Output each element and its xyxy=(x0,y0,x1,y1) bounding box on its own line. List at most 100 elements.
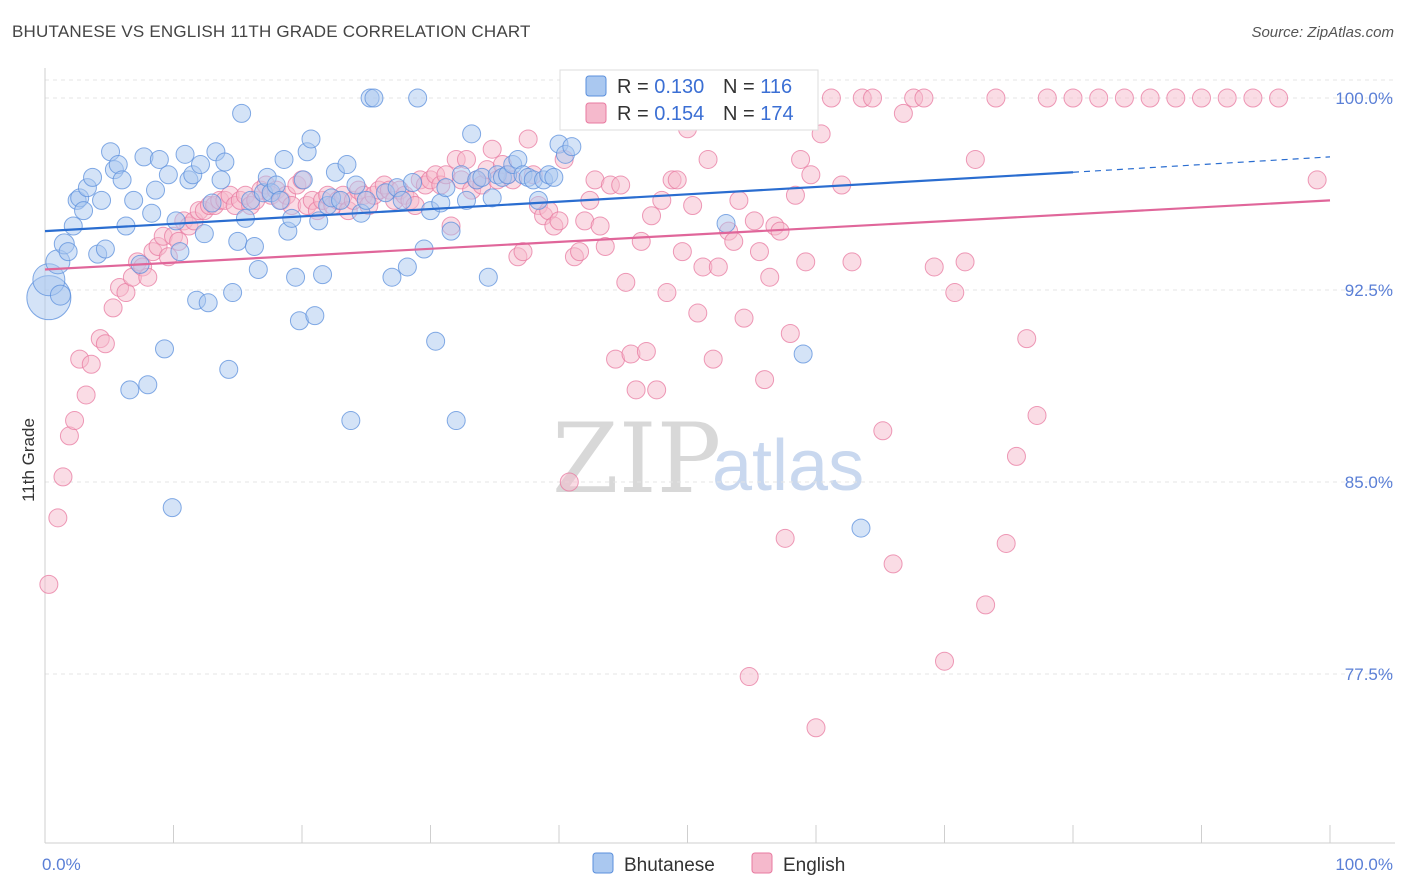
english-point xyxy=(1017,329,1037,349)
english-point xyxy=(976,595,996,615)
bhutanese-point xyxy=(274,149,294,169)
trend-line-bhutanese-extension xyxy=(1072,156,1331,173)
bhutanese-point xyxy=(446,411,466,431)
bhutanese-point xyxy=(175,144,195,164)
english-point xyxy=(785,185,805,205)
bhutanese-point xyxy=(793,344,813,364)
legend-swatch-bhutanese xyxy=(585,75,607,97)
bhutanese-point xyxy=(462,124,482,144)
grid xyxy=(45,79,1395,675)
bhutanese-point xyxy=(426,331,446,351)
bhutanese-point xyxy=(198,293,218,313)
bhutanese-point xyxy=(63,216,83,236)
bottom-legend-label-english: English xyxy=(783,855,845,876)
bhutanese-point xyxy=(112,170,132,190)
english-point xyxy=(626,380,646,400)
english-point xyxy=(791,149,811,169)
english-point xyxy=(1307,170,1327,190)
english-point xyxy=(996,533,1016,553)
bhutanese-point xyxy=(74,201,94,221)
english-point xyxy=(1166,88,1186,108)
english-point xyxy=(739,667,759,687)
bhutanese-point xyxy=(364,88,384,108)
bhutanese-point xyxy=(305,306,325,326)
english-point xyxy=(744,211,764,231)
english-point xyxy=(1114,88,1134,108)
english-point xyxy=(893,103,913,123)
english-point xyxy=(76,385,96,405)
legend-r-label: R = xyxy=(617,103,654,125)
english-point xyxy=(1037,88,1057,108)
bhutanese-point xyxy=(397,257,417,277)
english-point xyxy=(570,242,590,262)
legend-n-value: 116 xyxy=(760,76,792,98)
english-point xyxy=(873,421,893,441)
english-point xyxy=(863,88,883,108)
bhutanese-point xyxy=(248,260,268,280)
english-point xyxy=(616,272,636,292)
legend-row-english: R = 0.154 N = 174 xyxy=(617,103,794,125)
bottom-legend-swatch-english xyxy=(751,852,773,874)
bhutanese-point xyxy=(49,284,71,306)
legend-r-value: 0.130 xyxy=(654,76,704,98)
bhutanese-point xyxy=(331,190,351,210)
y-tick-labels: 100.0% 92.5% 85.0% 77.5% xyxy=(1335,89,1393,684)
english-point xyxy=(965,149,985,169)
y-tick-label: 85.0% xyxy=(1345,473,1393,492)
english-point xyxy=(611,175,631,195)
bhutanese-point xyxy=(301,129,321,149)
bhutanese-point xyxy=(95,239,115,259)
english-point xyxy=(595,236,615,256)
bhutanese-point xyxy=(158,165,178,185)
bhutanese-point xyxy=(403,172,423,192)
english-point xyxy=(749,242,769,262)
bhutanese-point xyxy=(155,339,175,359)
english-point xyxy=(482,139,502,159)
bhutanese-point xyxy=(170,242,190,262)
bhutanese-point xyxy=(219,359,239,379)
english-point xyxy=(1192,88,1211,108)
english-point xyxy=(636,341,656,361)
chart-title: BHUTANESE VS ENGLISH 11TH GRADE CORRELAT… xyxy=(12,22,531,41)
bhutanese-point xyxy=(562,137,582,157)
bhutanese-point xyxy=(382,267,402,287)
legend-n-label: N = xyxy=(723,76,760,98)
bhutanese-point xyxy=(232,103,252,123)
x-tick-labels: 0.0% 100.0% xyxy=(42,855,1393,874)
english-point xyxy=(842,252,862,272)
bhutanese-point xyxy=(58,242,78,262)
bhutanese-point xyxy=(223,283,243,303)
english-point xyxy=(924,257,944,277)
points xyxy=(26,88,1327,738)
legend-n-label: N = xyxy=(723,103,760,125)
legend-r-label: R = xyxy=(617,76,654,98)
english-point xyxy=(775,528,795,548)
english-point xyxy=(801,165,821,185)
english-point xyxy=(65,411,85,431)
english-point xyxy=(914,88,934,108)
english-point xyxy=(631,231,651,251)
english-point xyxy=(518,129,538,149)
english-point xyxy=(1217,88,1237,108)
english-point xyxy=(698,149,718,169)
bhutanese-point xyxy=(228,231,248,251)
english-point xyxy=(590,216,610,236)
bhutanese-point xyxy=(482,188,502,208)
bhutanese-point xyxy=(392,190,412,210)
watermark-atlas: atlas xyxy=(712,426,864,506)
bhutanese-point xyxy=(215,152,235,172)
bhutanese-point xyxy=(92,190,112,210)
trend-lines xyxy=(44,156,1331,271)
bhutanese-point xyxy=(337,155,357,175)
english-point xyxy=(53,467,73,487)
english-point xyxy=(760,267,780,287)
watermark: ZIP atlas xyxy=(552,403,864,515)
bhutanese-point xyxy=(120,380,140,400)
bhutanese-point xyxy=(146,180,166,200)
bhutanese-point xyxy=(544,167,564,187)
english-point xyxy=(955,252,975,272)
bottom-legend-swatch-bhutanese xyxy=(592,852,614,874)
english-point xyxy=(652,190,672,210)
bhutanese-point xyxy=(166,211,186,231)
